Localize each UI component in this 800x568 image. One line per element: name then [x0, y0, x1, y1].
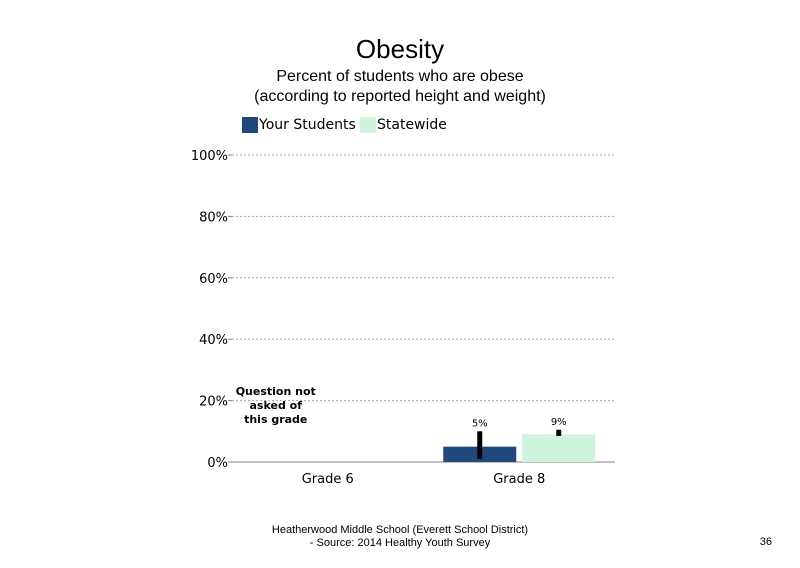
y-tick-label: 80%	[199, 210, 228, 225]
legend-item-statewide: Statewide	[360, 117, 447, 133]
legend-item-your-students: Your Students	[242, 117, 356, 133]
y-tick-label: 40%	[199, 333, 228, 348]
page-number: 36	[759, 536, 772, 548]
x-tick-label: Grade 8	[493, 472, 545, 487]
x-tick-label: Grade 6	[302, 472, 354, 487]
chart-subtitle: Percent of students who are obese (accor…	[254, 68, 546, 105]
legend-swatch-your-students	[242, 117, 258, 133]
data-label: 9%	[551, 417, 567, 428]
y-tick-label: 60%	[199, 272, 228, 287]
footer-school: Heatherwood Middle School (Everett Schoo…	[271, 524, 529, 536]
annotation-text: asked of	[250, 399, 303, 412]
y-tick-label: 100%	[191, 149, 228, 164]
y-tick-label: 0%	[207, 456, 228, 471]
data-label: 5%	[472, 418, 488, 429]
footer-source: - Source: 2014 Healthy Youth Survey	[309, 537, 491, 549]
legend-swatch-statewide	[360, 117, 376, 133]
y-tick-label: 20%	[199, 395, 228, 410]
chart-title: Obesity	[355, 34, 445, 64]
bar	[522, 434, 596, 462]
annotation-text: this grade	[244, 413, 307, 426]
legend-label-statewide: Statewide	[377, 117, 447, 133]
annotation-text: Question not	[236, 385, 316, 398]
legend-label-your-students: Your Students	[259, 117, 356, 133]
footer: Heatherwood Middle School (Everett Schoo…	[200, 524, 600, 550]
